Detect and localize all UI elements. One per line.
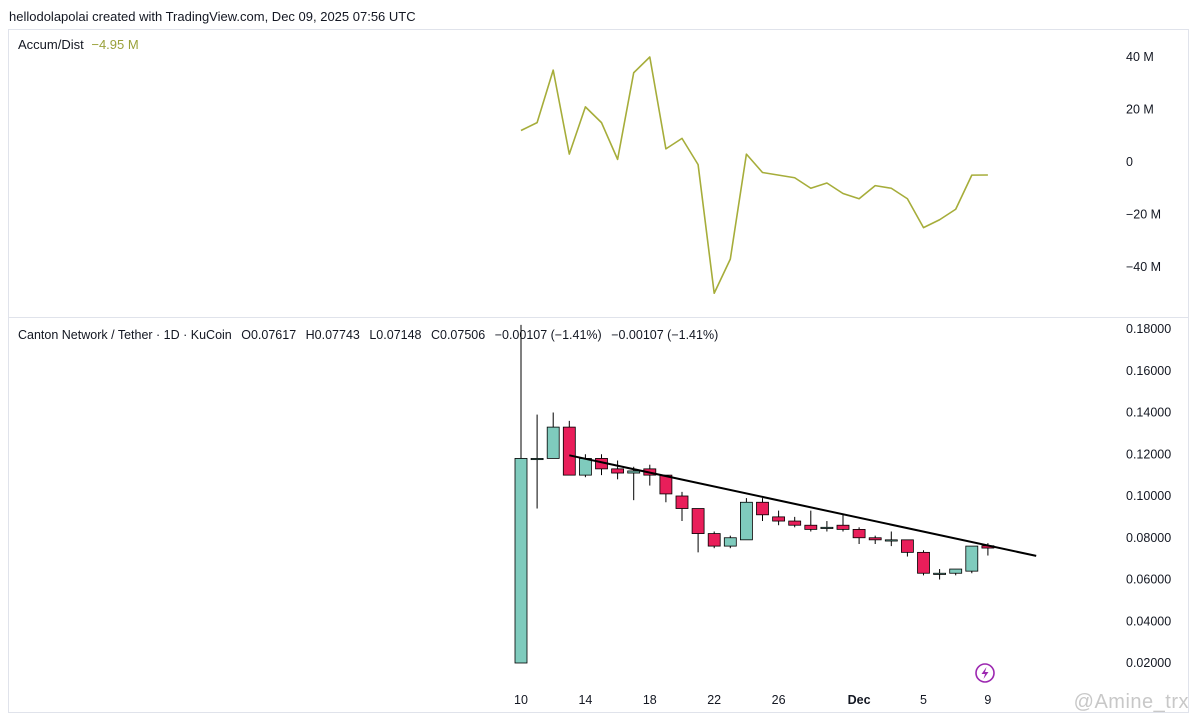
price-y-tick-label: 0.12000 — [1126, 447, 1171, 461]
candle-body — [949, 568, 963, 574]
candle-body — [740, 501, 753, 541]
candle-body — [868, 537, 882, 541]
ohlc-high: H0.07743 — [305, 328, 360, 342]
candle-body — [756, 501, 769, 516]
ohlc-open: O0.07617 — [241, 328, 297, 342]
x-tick-label: 10 — [514, 693, 528, 707]
candle-body — [820, 526, 834, 529]
candle-body — [788, 520, 802, 526]
price-y-tick-label: 0.08000 — [1126, 531, 1171, 545]
time-axis: 10 14 18 22 26 Dec 5 9 — [514, 693, 991, 707]
candle-body — [562, 426, 576, 476]
x-tick-label: 9 — [984, 693, 991, 707]
candle-body — [675, 495, 689, 509]
candle-body — [691, 508, 705, 534]
change-value-2: −0.00107 (−1.41%) — [611, 328, 719, 342]
watermark: @Amine_trx — [1073, 691, 1189, 713]
x-tick-label: 5 — [920, 693, 927, 707]
ad-y-tick-label: 0 — [1126, 155, 1133, 169]
accum-dist-line — [520, 56, 988, 295]
candle-body — [901, 539, 914, 553]
candle-body — [917, 551, 930, 574]
x-tick-label: 18 — [643, 693, 657, 707]
indicator-legend[interactable]: Accum/Dist −4.95 M — [18, 37, 139, 52]
trendline — [569, 454, 1037, 557]
candle-body — [884, 539, 898, 542]
price-y-tick-label: 0.14000 — [1126, 406, 1171, 420]
candle-body — [804, 524, 818, 530]
ad-y-tick-label: 40 M — [1126, 50, 1154, 64]
indicator-name: Accum/Dist — [18, 37, 84, 52]
ohlc-low: L0.07148 — [369, 328, 422, 342]
price-pane: 0.18000 0.16000 0.14000 0.12000 0.10000 0.080… — [514, 322, 1171, 670]
pane-separator[interactable] — [8, 317, 1189, 318]
price-y-tick-label: 0.04000 — [1126, 614, 1171, 628]
candle-body — [627, 470, 641, 474]
candle-body — [772, 516, 785, 522]
candle-body — [965, 545, 979, 572]
candle-body — [611, 468, 624, 474]
x-tick-label: 26 — [772, 693, 786, 707]
price-y-tick-label: 0.10000 — [1126, 489, 1171, 503]
ohlc-close: C0.07506 — [430, 328, 486, 342]
candle-body — [546, 426, 560, 459]
candle-body — [514, 458, 528, 664]
price-y-tick-label: 0.16000 — [1126, 364, 1171, 378]
ad-y-tick-label: −20 M — [1126, 208, 1161, 222]
candle-body — [852, 529, 866, 539]
ad-y-tick-label: −40 M — [1126, 260, 1161, 274]
price-y-tick-label: 0.06000 — [1126, 573, 1171, 587]
candle-body — [707, 533, 721, 547]
x-tick-label: 22 — [707, 693, 721, 707]
chart-header: hellodolapolai created with TradingView.… — [9, 9, 416, 24]
accum-dist-pane: 40 M 20 M 0 −20 M −40 M — [520, 50, 1161, 295]
candle-body — [579, 458, 592, 476]
candle-body — [933, 572, 946, 575]
price-y-tick-label: 0.02000 — [1126, 656, 1171, 670]
symbol-legend[interactable]: Canton Network / Tether · 1D · KuCoin O0… — [18, 328, 724, 342]
candle-body — [530, 458, 544, 461]
ad-y-tick-label: 20 M — [1126, 103, 1154, 117]
candle-body — [723, 537, 737, 547]
candle-body — [836, 524, 850, 530]
x-tick-label: 14 — [578, 693, 592, 707]
indicator-value: −4.95 M — [91, 37, 139, 52]
symbol-name: Canton Network / Tether · 1D · KuCoin — [18, 328, 232, 342]
price-y-tick-label: 0.18000 — [1126, 322, 1171, 336]
lightning-icon[interactable] — [975, 663, 995, 683]
chart-frame — [8, 29, 1189, 713]
x-tick-label: Dec — [848, 693, 871, 707]
